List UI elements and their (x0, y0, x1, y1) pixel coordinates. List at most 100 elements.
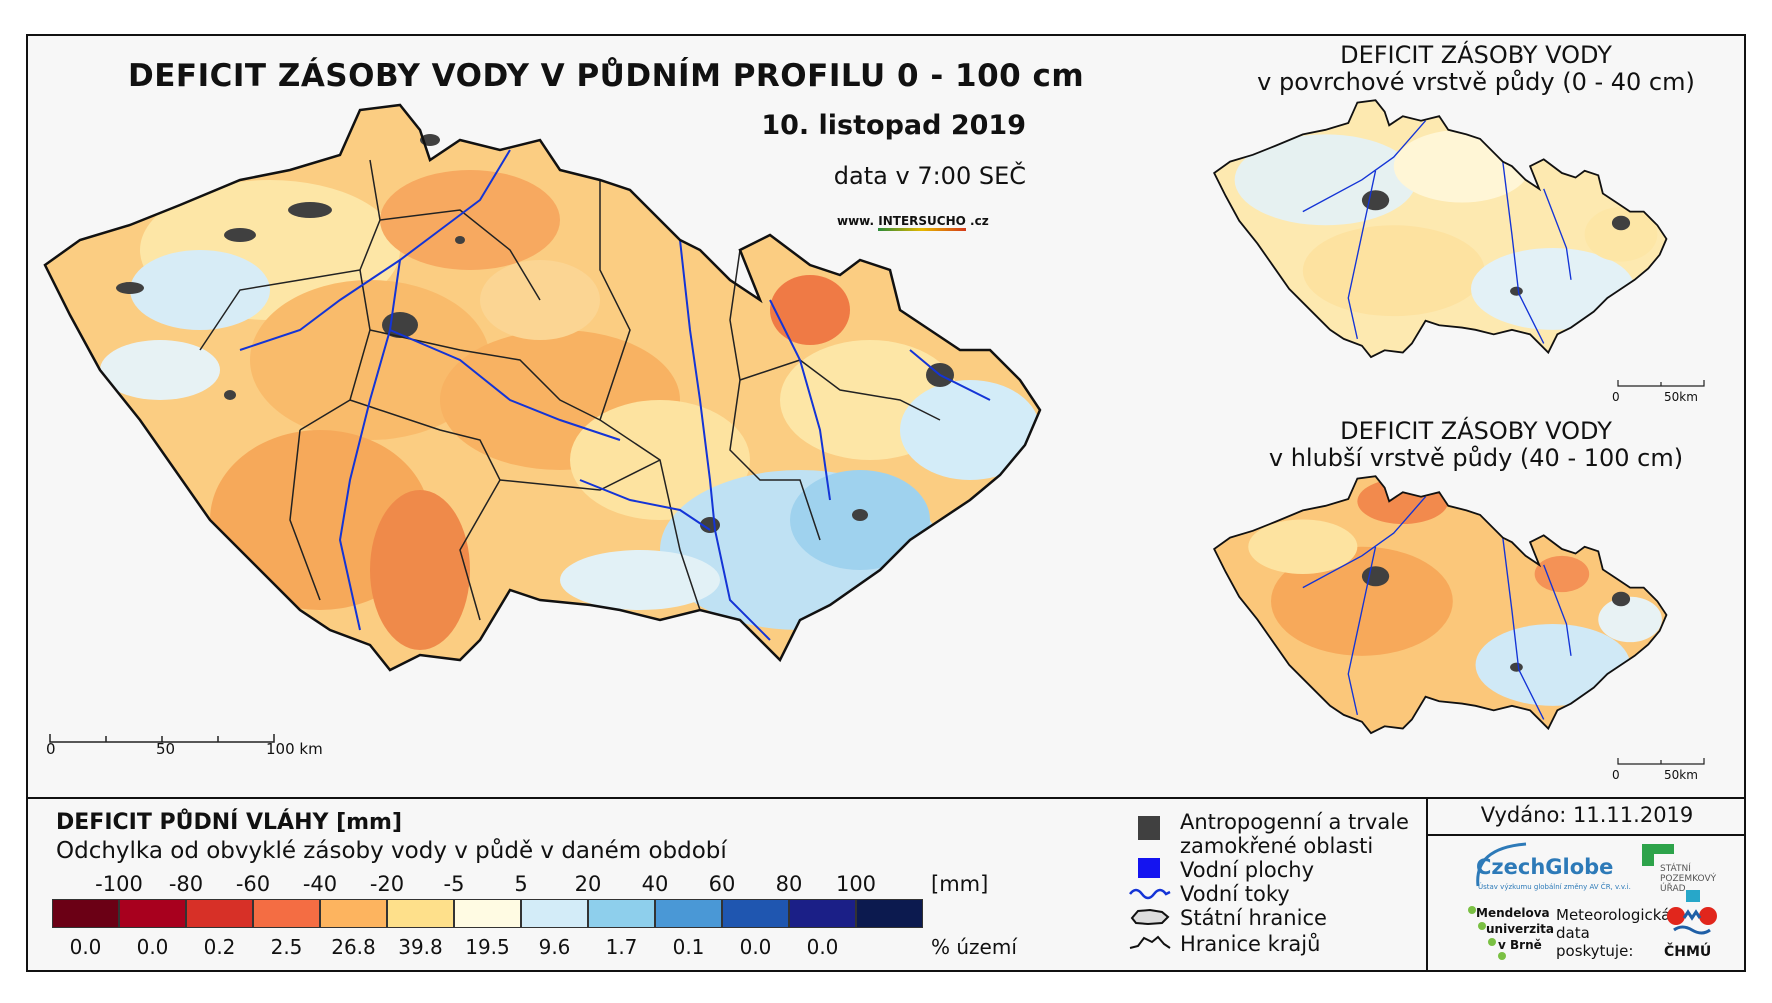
region-boundaries (199, 159, 941, 621)
legend-break-label: 40 (641, 872, 669, 896)
border-symbol (1130, 908, 1170, 926)
legend-percent: 0.1 (672, 935, 705, 959)
legend-swatch (119, 899, 186, 928)
legend-unit: [mm] (931, 872, 989, 896)
czechglobe-logo-arc (1476, 842, 1527, 887)
legend-percent: 9.6 (538, 935, 571, 959)
deficit-raster (45, 105, 1040, 670)
chmu-logo-mark (1667, 890, 1717, 935)
key-anthro: Antropogenní a trvale (1180, 810, 1409, 834)
inset-top-map (1213, 99, 1668, 358)
legend-break-label: -20 (369, 872, 405, 896)
rivers (239, 149, 991, 641)
inset-bottom-scale-50: 50km (1664, 768, 1698, 782)
key-border: Státní hranice (1180, 906, 1327, 930)
legend-swatch (52, 899, 119, 928)
legend-swatch (789, 899, 856, 928)
inset-top-scale-50: 50km (1664, 390, 1698, 404)
inset-bottom-map (1213, 475, 1668, 735)
scale-label-100: 100 km (266, 740, 323, 758)
meteo-line-2: data (1556, 924, 1590, 942)
legend-break-label: -60 (235, 872, 271, 896)
key-regions: Hranice krajů (1180, 932, 1321, 956)
legend-percent: 26.8 (331, 935, 376, 959)
river-symbol (1129, 888, 1171, 900)
divider (1426, 834, 1746, 836)
legend-swatch (253, 899, 320, 928)
legend-break-label: 100 (835, 872, 877, 896)
scale-label-0: 0 (46, 740, 56, 758)
inset-bottom-scale (1617, 758, 1705, 765)
legend-break-label: 20 (574, 872, 602, 896)
map-date: 10. listopad 2019 (761, 110, 1026, 141)
czechglobe-logo: CzechGlobe (1476, 855, 1614, 879)
inset-top-scale-0: 0 (1612, 390, 1620, 404)
legend-swatch (655, 899, 722, 928)
meteo-line-3: poskytuje: (1556, 942, 1634, 960)
legend-percent-unit: % území (931, 935, 1017, 959)
spu-line-3: ÚŘAD (1660, 884, 1686, 894)
legend-break-label: 80 (775, 872, 803, 896)
meteo-line-1: Meteorologická (1556, 906, 1671, 924)
spu-logo-mark (1642, 844, 1674, 866)
legend-title: DEFICIT PŮDNÍ VLÁHY [mm] (56, 810, 403, 835)
legend-swatch (722, 899, 789, 928)
legend-break-label: -40 (302, 872, 338, 896)
inset-top-title: DEFICIT ZÁSOBY VODY (1340, 41, 1612, 69)
legend-swatch (856, 899, 923, 928)
inset-top-subtitle: v povrchové vrstvě půdy (0 - 40 cm) (1257, 68, 1695, 96)
anthropogenic-swatch (1138, 816, 1160, 840)
main-map (43, 103, 1042, 672)
legend-swatch (454, 899, 521, 928)
web-brand: INTERSUCHO (878, 214, 966, 231)
key-water: Vodní plochy (1180, 858, 1315, 882)
web-prefix: www. (837, 214, 875, 228)
inset-top-scale (1617, 380, 1705, 387)
czechglobe-subtitle: Ústav výzkumu globální změny AV ČR, v.v.… (1478, 883, 1631, 891)
mendel-line-1: Mendelova (1476, 906, 1550, 920)
web-brand-a: INTER (878, 214, 919, 228)
legend-swatch (521, 899, 588, 928)
web-brand-b: SUCHO (918, 214, 966, 228)
legend-break-label: 60 (708, 872, 736, 896)
spu-line-2: POZEMKOVÝ (1660, 874, 1717, 884)
legend-break-label: 5 (514, 872, 528, 896)
legend-break-label: -5 (443, 872, 465, 896)
main-scale-bar (49, 734, 275, 743)
legend-percent: 1.7 (605, 935, 638, 959)
mendel-line-2: univerzita (1486, 922, 1555, 936)
map-time: data v 7:00 SEČ (833, 162, 1026, 190)
legend-swatch (186, 899, 253, 928)
legend-swatch (588, 899, 655, 928)
water-swatch (1138, 858, 1160, 878)
intersucho-link[interactable]: www. INTERSUCHO .cz (837, 214, 989, 231)
legend-percent: 39.8 (398, 935, 443, 959)
key-rivers: Vodní toky (1180, 882, 1290, 906)
legend-percent: 0.0 (806, 935, 839, 959)
web-suffix: .cz (970, 214, 989, 228)
inset-bottom-scale-0: 0 (1612, 768, 1620, 782)
chmu-logo-text: ČHMÚ (1664, 944, 1712, 960)
legend-swatch (320, 899, 387, 928)
legend-break-label: -100 (95, 872, 143, 896)
legend-percent: 19.5 (465, 935, 510, 959)
issued-date: Vydáno: 11.11.2019 (1480, 803, 1694, 827)
map-title: DEFICIT ZÁSOBY VODY V PŮDNÍM PROFILU 0 -… (128, 58, 1085, 94)
legend-break-label: -80 (168, 872, 204, 896)
mendel-line-3: v Brně (1498, 938, 1542, 952)
divider (1426, 797, 1428, 972)
mendel-dots-icon (1468, 906, 1506, 960)
legend-subtitle: Odchylka od obvyklé zásoby vody v půdě v… (56, 838, 727, 864)
legend-swatch (387, 899, 454, 928)
legend-percent: 0.0 (136, 935, 169, 959)
legend-percent: 0.0 (69, 935, 102, 959)
legend-percent: 0.0 (739, 935, 772, 959)
spu-line-1: STÁTNÍ (1660, 864, 1691, 874)
scale-label-50: 50 (156, 740, 176, 758)
legend-percent: 0.2 (203, 935, 236, 959)
key-anthro-2: zamokřené oblasti (1180, 834, 1374, 858)
inset-bottom-subtitle: v hlubší vrstvě půdy (40 - 100 cm) (1268, 444, 1684, 472)
divider (26, 797, 1746, 799)
legend-percent: 2.5 (270, 935, 303, 959)
region-border-symbol (1129, 935, 1171, 949)
